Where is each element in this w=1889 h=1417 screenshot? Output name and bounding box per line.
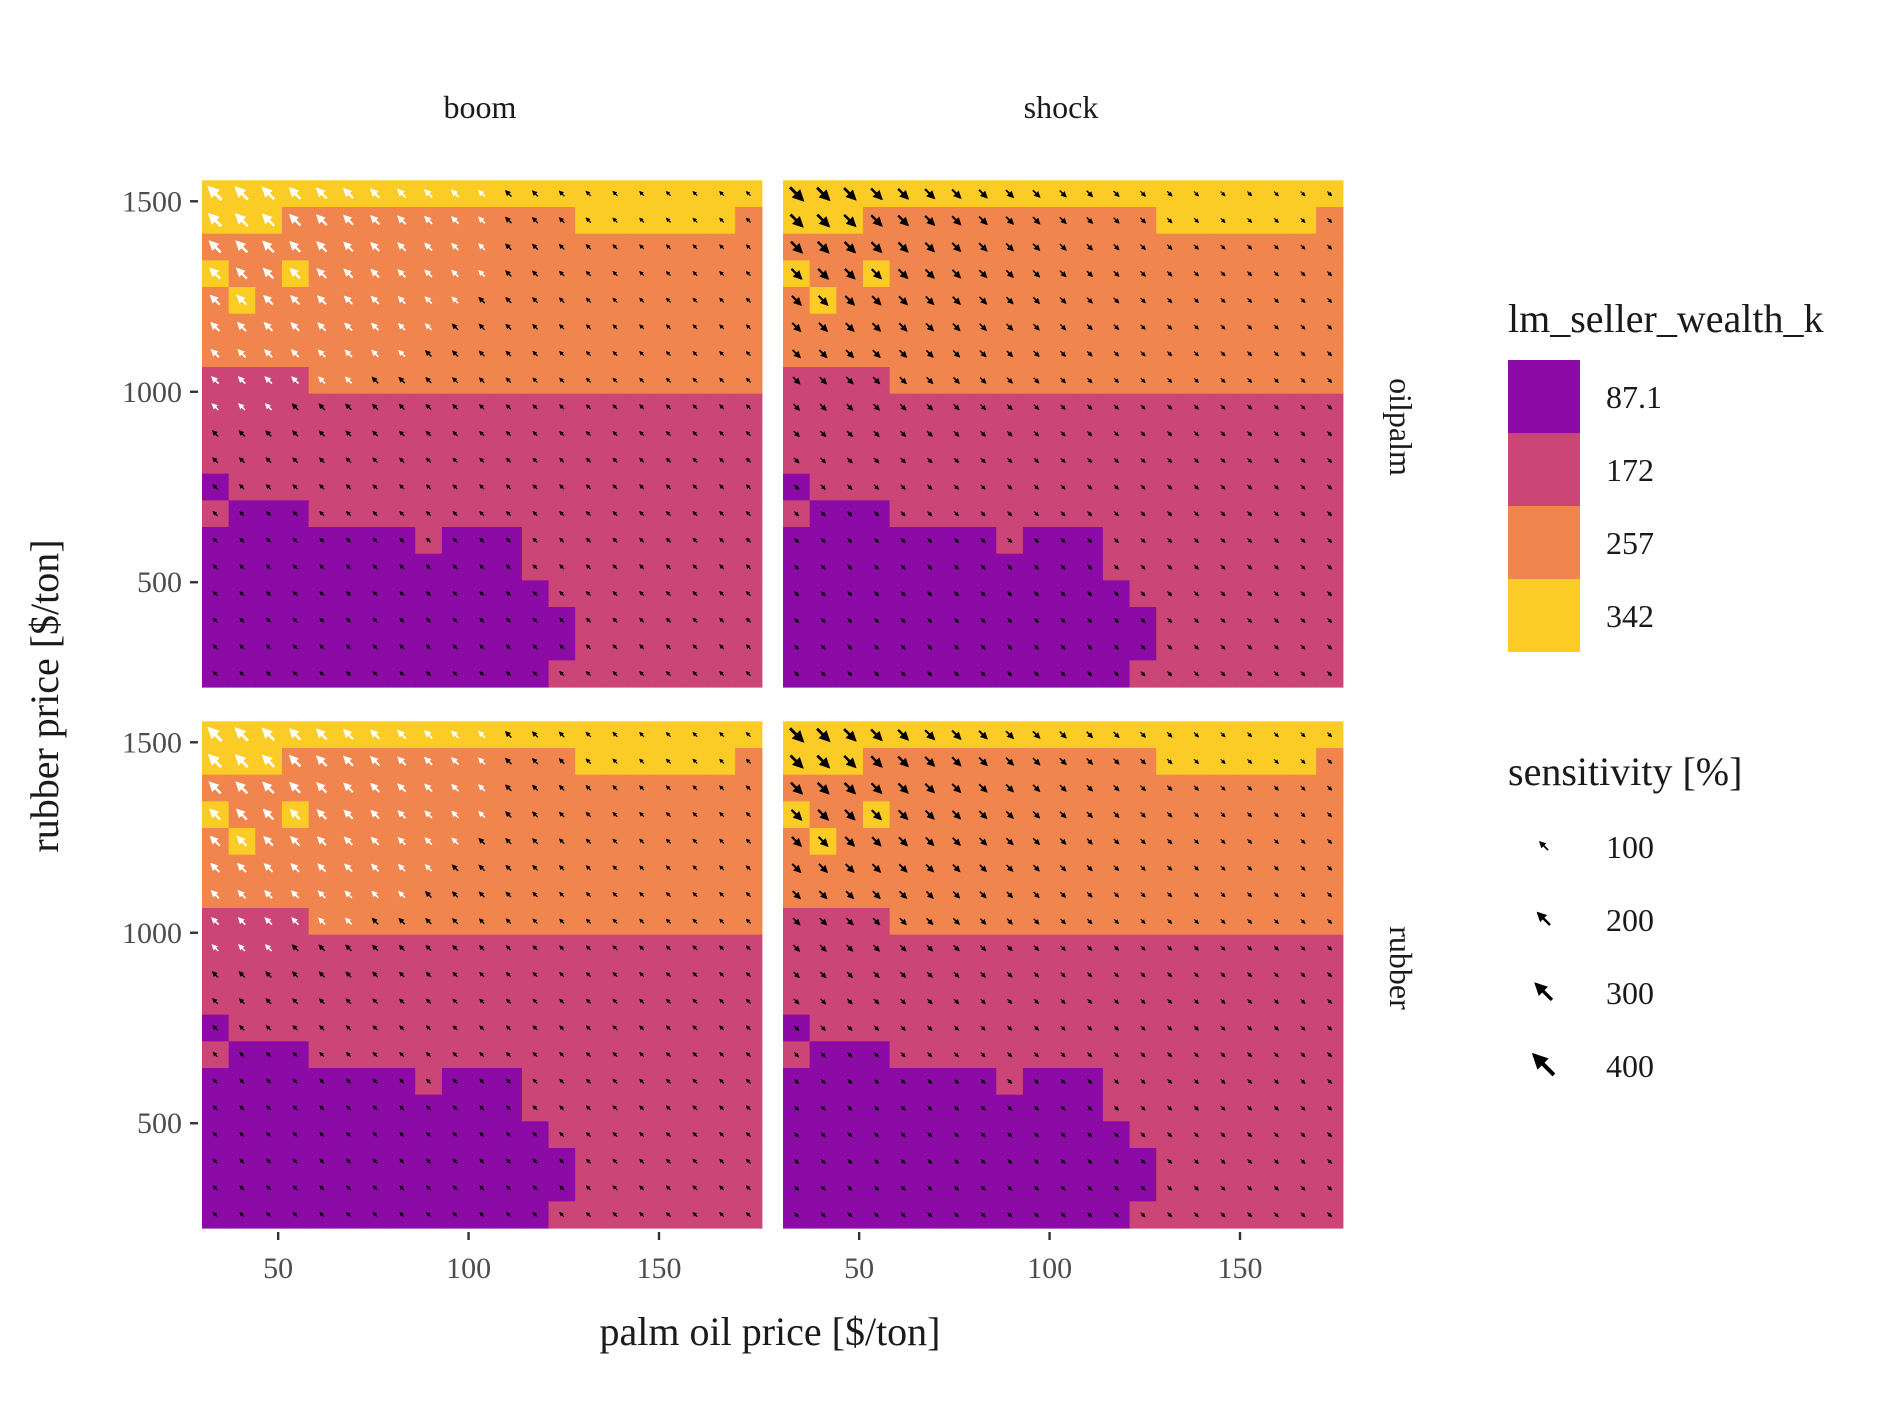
x-tick-label: 50: [263, 1252, 293, 1285]
arrow-legend-key: [1534, 982, 1554, 1002]
x-tick-label: 100: [446, 1252, 491, 1285]
fill-legend-swatch: [1508, 579, 1580, 652]
panel-oilpalm-shock: [783, 180, 1344, 688]
fill-legend-label: 87.1: [1606, 379, 1662, 415]
facet-column-label-shock: shock: [1024, 89, 1099, 125]
fill-legend-swatch: [1508, 506, 1580, 579]
fill-legend-swatch: [1508, 433, 1580, 506]
y-tick-label: 1000: [122, 376, 182, 409]
y-tick-label: 1000: [122, 917, 182, 950]
arrow-legend-key: [1531, 1052, 1556, 1077]
facet-row-label-oilpalm: oilpalm: [1383, 378, 1419, 476]
y-axis-label: rubber price [$/ton]: [22, 539, 67, 852]
y-tick-label: 1500: [122, 726, 182, 759]
arrow-legend-key: [1536, 911, 1551, 926]
facet-row-label-rubber: rubber: [1383, 926, 1419, 1010]
fill-legend-swatch: [1508, 360, 1580, 433]
arrow-legend-label: 100: [1606, 829, 1654, 865]
x-tick-label: 50: [844, 1252, 874, 1285]
panel-rubber-boom: [202, 721, 763, 1229]
y-tick-label: 500: [137, 1107, 182, 1140]
fill-legend-title: lm_seller_wealth_k: [1508, 296, 1823, 341]
x-tick-label: 150: [1217, 1252, 1262, 1285]
arrow-legend-title: sensitivity [%]: [1508, 749, 1742, 794]
arrow-legend-label: 200: [1606, 902, 1654, 938]
fill-legend-label: 172: [1606, 452, 1654, 488]
y-tick-label: 1500: [122, 185, 182, 218]
x-tick-label: 150: [636, 1252, 681, 1285]
panel-rubber-shock: [783, 721, 1344, 1229]
panel-oilpalm-boom: [202, 180, 763, 688]
fill-legend-label: 342: [1606, 598, 1654, 634]
y-tick-label: 500: [137, 566, 182, 599]
facet-panels: [202, 180, 1344, 1229]
arrow-legend-key: [1538, 840, 1549, 851]
x-tick-label: 100: [1027, 1252, 1072, 1285]
fill-legend-label: 257: [1606, 525, 1654, 561]
arrow-legend-label: 300: [1606, 975, 1654, 1011]
arrow-legend-label: 400: [1606, 1048, 1654, 1084]
x-axis-label: palm oil price [$/ton]: [599, 1309, 940, 1354]
legend: lm_seller_wealth_k 87.1 172 257 342 sensitivi…: [1508, 296, 1823, 1084]
facet-column-label-boom: boom: [444, 89, 517, 125]
